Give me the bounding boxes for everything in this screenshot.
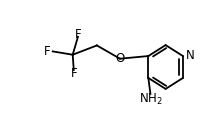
Text: O: O: [115, 52, 125, 65]
Text: N: N: [186, 49, 195, 62]
Text: F: F: [75, 28, 81, 41]
Text: F: F: [70, 67, 77, 80]
Text: NH$_2$: NH$_2$: [139, 92, 162, 107]
Text: F: F: [44, 45, 51, 58]
